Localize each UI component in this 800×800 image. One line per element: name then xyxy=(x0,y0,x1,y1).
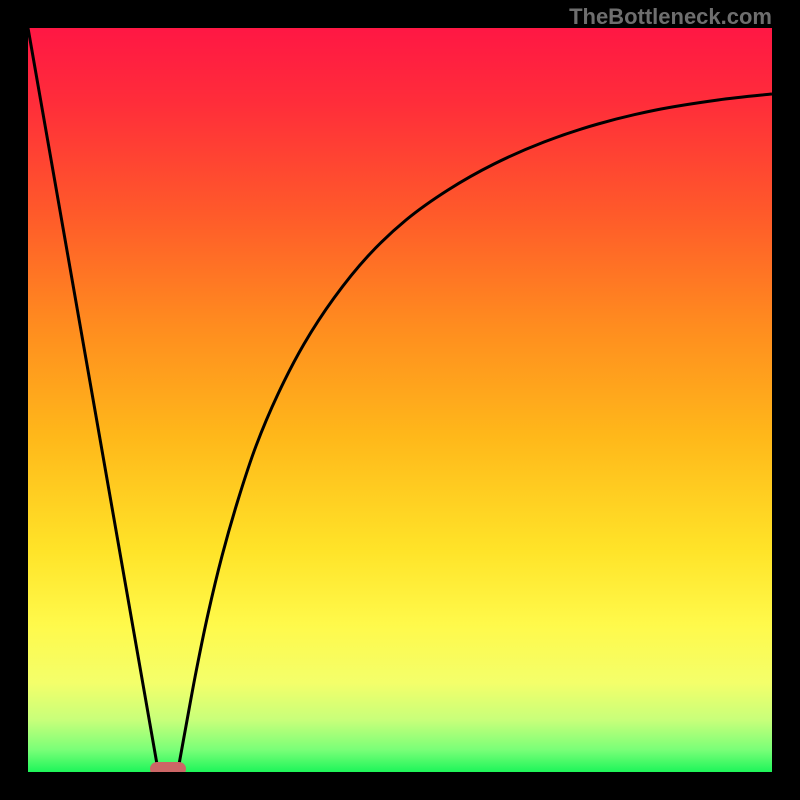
left-line xyxy=(28,28,158,770)
bottom-marker xyxy=(150,762,186,772)
watermark-text: TheBottleneck.com xyxy=(569,4,772,30)
chart-container: TheBottleneck.com xyxy=(0,0,800,800)
right-curve xyxy=(178,94,772,770)
plot-area xyxy=(28,28,772,772)
curve-layer xyxy=(28,28,772,772)
